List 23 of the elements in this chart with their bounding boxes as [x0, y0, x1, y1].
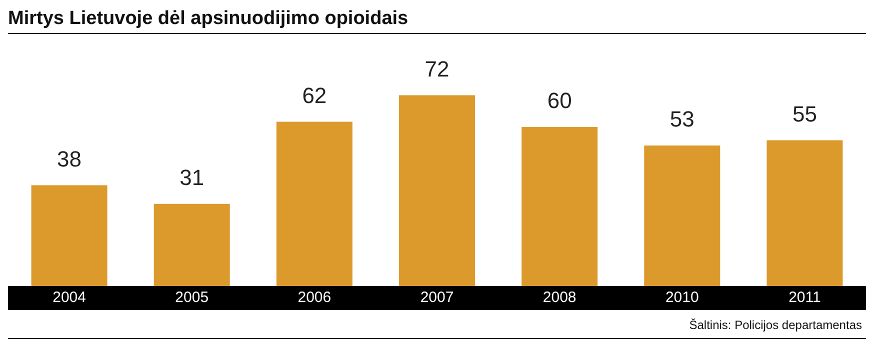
x-tick-label: 2004	[52, 289, 86, 306]
bar	[399, 95, 475, 286]
x-tick-label: 2006	[298, 289, 332, 306]
chart-title: Mirtys Lietuvoje dėl apsinuodijimo opioidais	[8, 8, 866, 34]
bar	[644, 146, 720, 286]
x-tick-label: 2010	[665, 289, 699, 306]
data-label: 38	[57, 146, 82, 172]
x-tick-label: 2005	[175, 289, 209, 306]
bar	[276, 122, 352, 286]
bar	[766, 140, 843, 286]
data-label: 72	[424, 56, 450, 82]
data-label: 62	[302, 82, 327, 108]
x-tick-label: 2007	[420, 289, 454, 306]
x-tick-label: 2011	[788, 289, 821, 306]
data-label: 60	[547, 88, 572, 114]
bar	[154, 204, 230, 286]
data-label: 55	[792, 101, 817, 126]
text: Šaltinis: Policijos departamentas	[8, 310, 866, 339]
bar	[31, 185, 108, 286]
data-label: 31	[180, 164, 204, 190]
bar	[522, 127, 598, 286]
data-label: 53	[670, 106, 694, 132]
x-tick-label: 2008	[542, 289, 576, 306]
